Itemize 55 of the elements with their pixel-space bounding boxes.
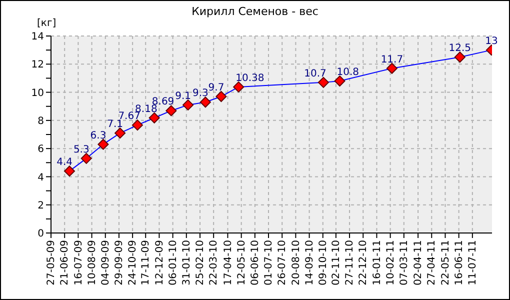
x-tick-label: 02-04-11 <box>413 240 424 286</box>
y-tick-label: 0 <box>38 228 44 240</box>
data-label: 6.3 <box>90 130 106 142</box>
data-label: 9.1 <box>175 90 192 102</box>
x-tick-label: 31-01-10 <box>182 240 192 286</box>
x-tick-label: 17-04-10 <box>222 240 234 286</box>
x-tick-label: 10-02-11 <box>385 240 396 286</box>
x-tick-label: 20-08-10 <box>290 240 302 286</box>
x-tick-label: 22-12-10 <box>358 240 370 286</box>
x-tick-label: 02-11-10 <box>331 240 342 286</box>
x-tick-label: 25-02-10 <box>195 240 206 286</box>
data-label: 10.7 <box>304 68 326 80</box>
x-tick-label: 06-06-10 <box>250 240 262 286</box>
x-tick-label: 04-09-09 <box>100 240 112 286</box>
data-label: 5.3 <box>73 144 90 156</box>
x-tick-label: 27-04-11 <box>426 240 438 286</box>
x-tick-label: 27-11-10 <box>344 240 356 286</box>
chart-title: Кирилл Семенов - вес <box>190 5 320 18</box>
x-tick-label: 12-12-09 <box>154 240 166 286</box>
data-label: 12.5 <box>448 43 472 54</box>
x-tick-label: 06-01-10 <box>168 240 179 286</box>
x-tick-label: 11-07-11 <box>468 240 479 286</box>
data-label: 9.3 <box>192 88 208 100</box>
data-label: 13 <box>485 36 498 48</box>
data-label: 7.1 <box>107 119 124 130</box>
x-tick-label: 26-07-10 <box>277 240 288 286</box>
y-tick-label: 12 <box>31 60 44 71</box>
x-tick-label: 07-03-11 <box>399 240 410 286</box>
y-tick-label: 14 <box>31 32 44 43</box>
x-tick-label: 24-10-09 <box>128 240 139 286</box>
x-tick-label: 09-10-10 <box>318 240 329 286</box>
x-tick-label: 21-06-09 <box>60 240 71 286</box>
y-tick-label: 10 <box>31 88 44 99</box>
x-tick-label: 10-08-09 <box>86 240 98 286</box>
x-tick-label: 14-09-10 <box>304 240 316 286</box>
y-axis-title: [кг] <box>37 18 56 29</box>
y-tick-label: 4 <box>38 172 44 184</box>
data-label: 9.7 <box>208 82 224 94</box>
x-tick-label: 12-05-10 <box>236 240 248 286</box>
x-tick-label: 22-03-10 <box>208 240 220 286</box>
y-tick-label: 6 <box>38 144 44 156</box>
y-tick-label: 2 <box>38 200 44 212</box>
x-tick-label: 16-01-11 <box>372 240 383 286</box>
x-tick-label: 22-05-11 <box>440 240 452 286</box>
x-tick-label: 27-05-09 <box>46 240 58 286</box>
data-label: 10.8 <box>336 67 360 78</box>
x-tick-label: 29-09-09 <box>114 240 126 286</box>
x-tick-label: 16-06-11 <box>454 240 465 286</box>
data-label: 4.4 <box>56 157 72 168</box>
data-label: 11.7 <box>380 54 404 66</box>
x-tick-label: 16-07-09 <box>73 240 84 286</box>
x-tick-label: 17-11-09 <box>140 240 152 286</box>
x-tick-label: 01-07-10 <box>264 240 275 286</box>
y-tick-label: 8 <box>38 116 44 127</box>
data-label: 10.38 <box>236 72 264 84</box>
